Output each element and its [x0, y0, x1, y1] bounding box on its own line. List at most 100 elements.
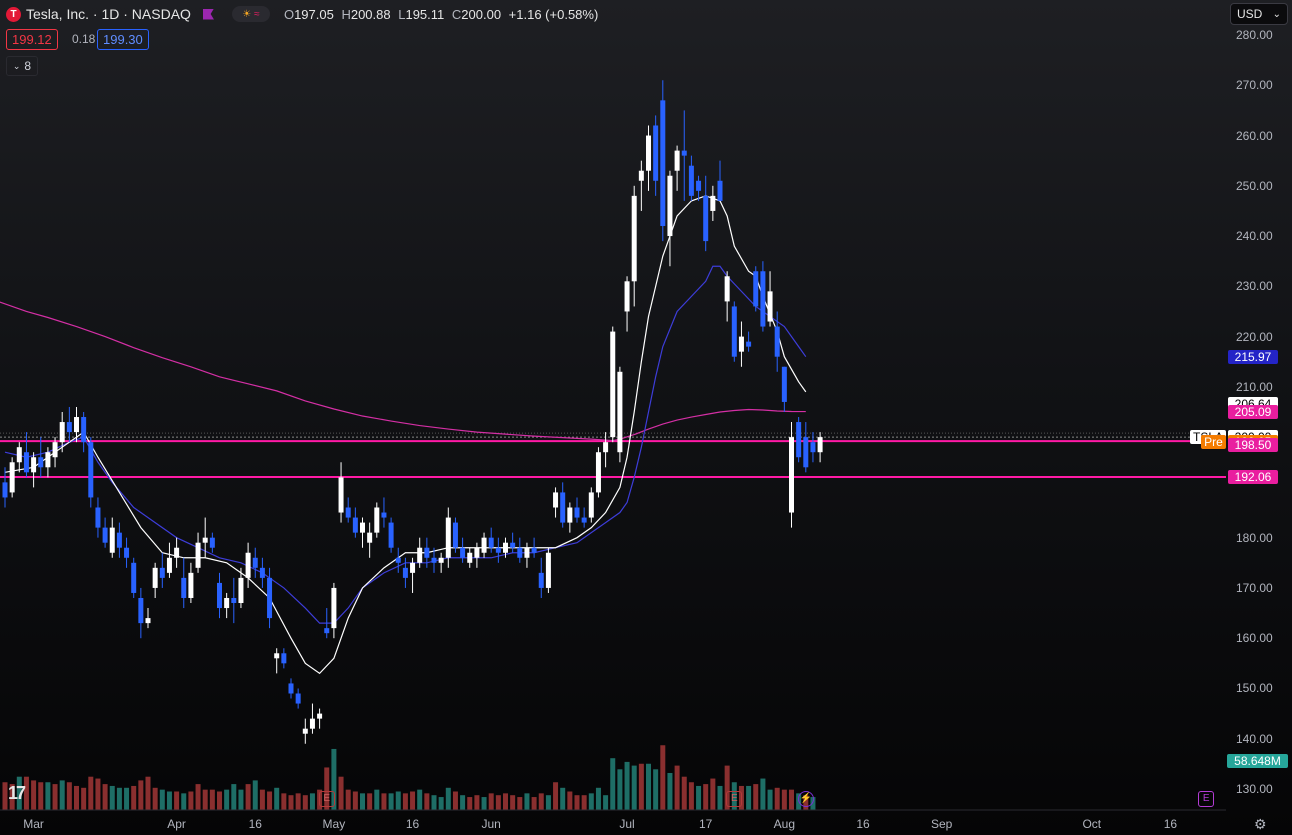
chevron-down-icon: ⌄ — [1272, 8, 1281, 20]
volume-bar — [259, 789, 265, 810]
event-marker-icon[interactable]: ⚡ — [797, 791, 814, 807]
candle — [259, 557, 265, 588]
candle-body — [345, 507, 351, 518]
volume-bar — [360, 793, 365, 810]
volume-bar — [352, 791, 358, 810]
candle — [231, 577, 237, 624]
low-label: L — [398, 6, 406, 22]
volume-bar — [102, 784, 108, 810]
candle-body — [138, 597, 144, 624]
candle-body — [696, 180, 702, 191]
volume-bar — [767, 789, 773, 810]
volume-bar — [696, 785, 702, 810]
candle — [145, 608, 151, 629]
price-tag: 205.09 — [1228, 404, 1278, 419]
candle-body — [38, 457, 44, 468]
volume-bar — [109, 785, 115, 810]
volume-bar — [610, 758, 616, 810]
candle — [410, 557, 416, 593]
candle-body — [452, 522, 458, 548]
volume-bar — [617, 769, 623, 810]
y-tick-label: 260.00 — [1236, 128, 1273, 143]
tradingview-logo-icon[interactable]: 17 — [8, 783, 26, 803]
volume-bar — [338, 776, 344, 810]
candle-body — [503, 542, 508, 553]
currency-select[interactable]: USD ⌄ — [1230, 3, 1288, 25]
y-tick-label: 150.00 — [1236, 681, 1273, 696]
earnings-marker-icon[interactable]: E — [318, 791, 335, 807]
indicators-toggle[interactable]: ⌄ 8 — [6, 56, 38, 76]
volume-bar — [810, 797, 816, 810]
candle-body — [667, 175, 673, 237]
candle — [538, 557, 544, 598]
candle-body — [16, 447, 22, 463]
candle-body — [474, 547, 480, 558]
volume-bar — [553, 782, 559, 810]
ma-fast-line — [4, 195, 807, 675]
candle — [610, 326, 616, 443]
candle-body — [124, 547, 130, 558]
market-status-badge[interactable]: ☀ ≈ — [231, 6, 270, 22]
candle — [402, 557, 408, 588]
candle-body — [760, 271, 766, 327]
candle-body — [309, 718, 315, 729]
volume-bar — [688, 782, 694, 810]
volume-bar — [445, 787, 451, 810]
candle-body — [731, 306, 737, 357]
candle-body — [81, 417, 87, 443]
candle — [16, 442, 22, 473]
y-tick-label: 180.00 — [1236, 530, 1273, 545]
volume-bar — [524, 793, 530, 810]
symbol-title[interactable]: Tesla, Inc. · 1D · NASDAQ — [26, 6, 191, 22]
x-tick-label: 17 — [699, 817, 713, 831]
candle-body — [66, 422, 72, 433]
candle — [309, 703, 315, 734]
sun-icon: ☀ — [242, 8, 252, 20]
ask-price-button[interactable]: 199.30 — [97, 29, 149, 50]
volume-bar — [302, 795, 308, 810]
candle-body — [574, 507, 580, 518]
volume-bar — [174, 791, 180, 810]
candle — [188, 562, 194, 604]
volume-bar — [59, 780, 65, 810]
candle-body — [524, 547, 530, 558]
high-value: 200.88 — [350, 6, 391, 22]
volume-bar — [181, 793, 187, 810]
candle — [488, 527, 494, 553]
volume-bar — [131, 785, 137, 810]
volume-bar — [660, 745, 666, 810]
volume-bar — [31, 780, 37, 810]
candle — [731, 301, 737, 362]
earnings-marker-icon[interactable]: E — [726, 791, 743, 807]
volume-bar — [274, 787, 280, 810]
candle — [252, 547, 258, 578]
candle-body — [295, 693, 301, 704]
volume-bar — [217, 791, 222, 810]
flag-icon[interactable] — [202, 8, 214, 20]
candle — [717, 160, 723, 201]
volume-bar — [252, 780, 258, 810]
x-tick-label: Jun — [481, 817, 501, 831]
candle-body — [388, 522, 394, 548]
candlesticks — [2, 80, 823, 744]
volume-bar — [245, 784, 251, 810]
volume-bar — [345, 789, 351, 810]
tesla-logo-icon: T — [6, 6, 21, 22]
candle-body — [488, 537, 494, 548]
candle-body — [703, 195, 709, 242]
volume-bar — [510, 795, 516, 810]
candle — [638, 160, 644, 211]
bid-price-button[interactable]: 199.12 — [6, 29, 58, 50]
open-value: 197.05 — [294, 6, 334, 22]
candle — [217, 572, 222, 619]
volume-bar — [124, 787, 130, 810]
candle — [202, 517, 208, 558]
settings-gear-icon[interactable]: ⚙ — [1254, 816, 1267, 832]
candle-body — [9, 462, 15, 493]
candle-body — [424, 547, 430, 558]
candle-body — [174, 547, 180, 558]
volume-bar — [560, 787, 566, 810]
earnings-marker-icon[interactable]: E — [1198, 791, 1215, 807]
candle — [374, 502, 380, 538]
